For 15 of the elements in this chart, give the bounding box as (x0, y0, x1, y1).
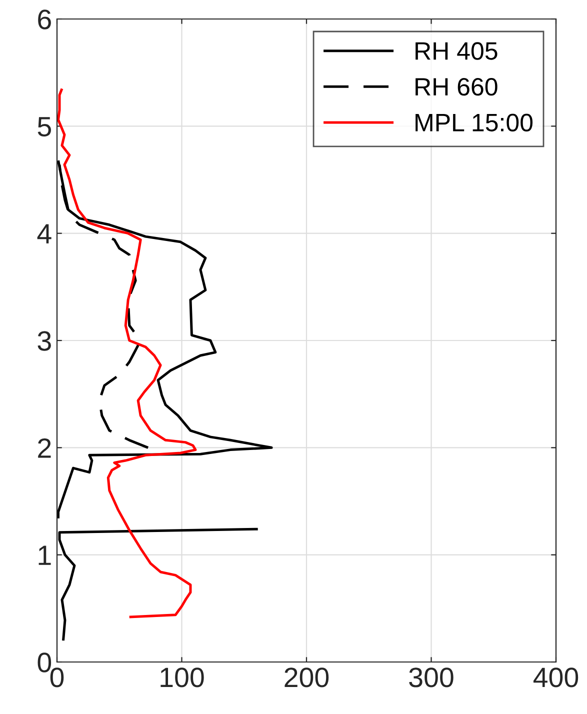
x-tick-label: 100 (160, 668, 204, 688)
y-tick-label: 0 (38, 652, 52, 672)
legend-label: MPL 15:00 (416, 114, 533, 132)
x-tick-label: 400 (533, 668, 578, 688)
y-tick-label: 4 (37, 224, 52, 244)
y-tick-label: 2 (38, 438, 51, 458)
legend-label: RH 660 (416, 78, 498, 96)
x-tick-label: 200 (284, 668, 329, 688)
y-tick-label: 1 (38, 546, 51, 565)
y-tick-label: 6 (38, 10, 51, 30)
y-tick-label: 5 (38, 117, 51, 137)
line-series (57, 87, 197, 618)
x-tick-label: 300 (409, 668, 454, 688)
legend-label: RH 405 (416, 42, 498, 60)
y-tick-label: 3 (38, 331, 51, 351)
